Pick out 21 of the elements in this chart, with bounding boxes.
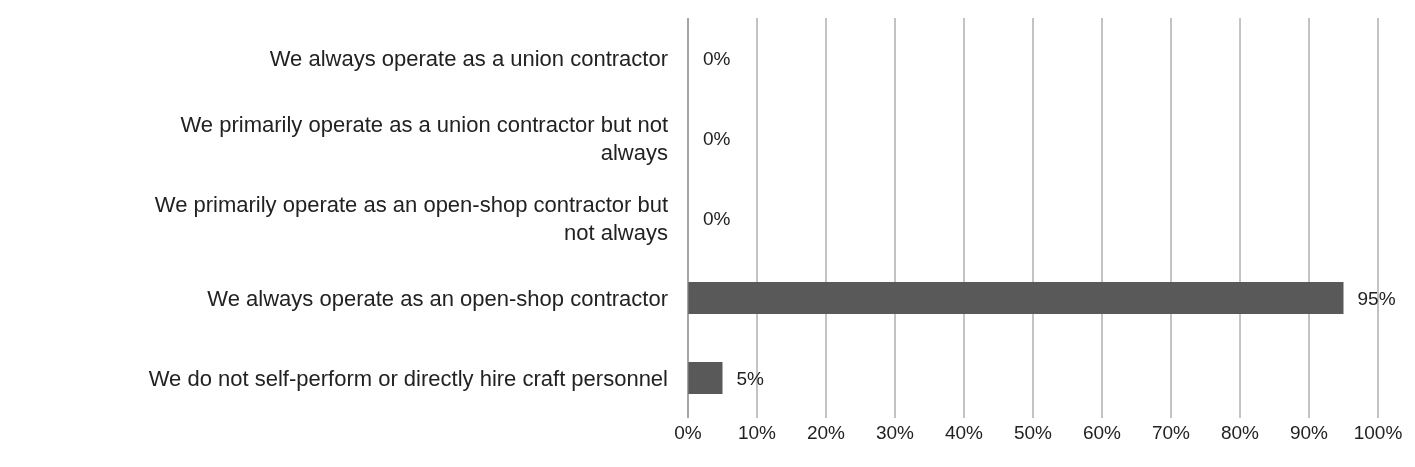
x-tick-label: 70% [1151, 422, 1191, 444]
data-label: 0% [703, 127, 731, 149]
x-tick-label: 0% [674, 422, 702, 444]
x-tick-label: 10% [737, 422, 777, 444]
x-tick-label: 90% [1289, 422, 1329, 444]
data-label: 0% [703, 47, 731, 69]
x-tick-label: 30% [875, 422, 915, 444]
y-tick-label: We primarily operate as an open-shop contractor but not always [154, 191, 668, 245]
y-tick-label: We primarily operate as a union contractor but not always [180, 111, 668, 165]
data-label: 5% [736, 367, 765, 389]
y-tick-label: We always operate as a union contractor [269, 45, 668, 71]
x-tick-label: 100% [1353, 422, 1403, 444]
data-label: 95% [1357, 287, 1396, 309]
x-tick-label: 40% [944, 422, 984, 444]
x-tick-label: 50% [1013, 422, 1053, 444]
x-tick-label: 20% [806, 422, 846, 444]
data-label: 0% [703, 207, 731, 229]
x-tick-label: 60% [1082, 422, 1122, 444]
x-tick-label: 80% [1220, 422, 1260, 444]
y-tick-label: We do not self-perform or directly hire craft personnel [148, 365, 668, 391]
y-tick-label: We always operate as an open-shop contractor [207, 285, 668, 311]
